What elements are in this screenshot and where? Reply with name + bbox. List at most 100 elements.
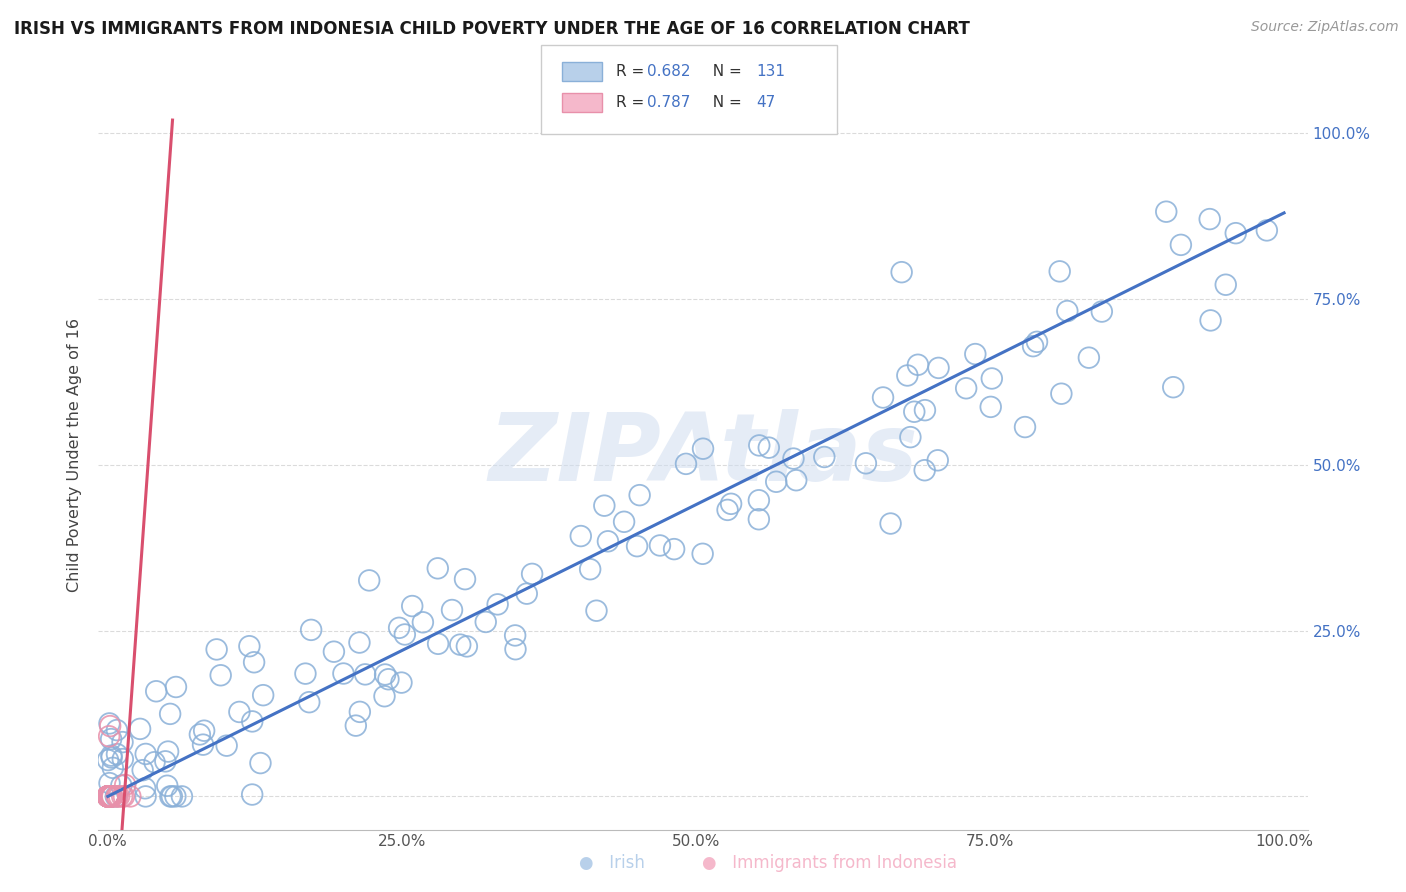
Point [391, 675, 413, 690]
Point [111, 789, 134, 804]
Point [97, 789, 120, 804]
Point [215, 739, 238, 753]
Point [907, 358, 929, 372]
Point [1225, 226, 1247, 240]
Point [97, 789, 120, 804]
Point [449, 638, 471, 652]
Point [1049, 264, 1071, 278]
Point [426, 561, 449, 575]
Point [505, 642, 527, 657]
Point [97, 789, 120, 804]
Point [1199, 313, 1222, 327]
Point [112, 789, 135, 804]
Point [98, 789, 121, 804]
Point [193, 723, 215, 738]
Point [97, 789, 120, 804]
Point [427, 637, 450, 651]
Point [896, 368, 918, 383]
Point [105, 789, 128, 804]
Point [1014, 420, 1036, 434]
Point [100, 789, 122, 804]
Point [879, 516, 901, 531]
Point [143, 756, 166, 770]
Text: 0.787: 0.787 [647, 95, 690, 110]
Point [354, 667, 377, 681]
Point [105, 747, 128, 761]
Point [662, 542, 685, 557]
Point [359, 574, 381, 588]
Point [412, 615, 434, 630]
Point [593, 499, 616, 513]
Point [692, 442, 714, 456]
Point [111, 752, 134, 766]
Point [240, 714, 263, 729]
Point [675, 457, 697, 471]
Point [97, 789, 120, 804]
Point [135, 789, 157, 804]
Point [101, 789, 124, 804]
Point [159, 789, 181, 804]
Point [440, 603, 463, 617]
Point [569, 529, 592, 543]
Point [243, 655, 266, 669]
Text: Source: ZipAtlas.com: Source: ZipAtlas.com [1251, 20, 1399, 34]
Point [388, 621, 411, 635]
Point [1056, 304, 1078, 318]
Point [626, 539, 648, 553]
Point [98, 719, 121, 733]
Point [486, 598, 509, 612]
Point [890, 265, 912, 279]
Point [100, 789, 122, 804]
Point [955, 381, 977, 395]
Text: IRISH VS IMMIGRANTS FROM INDONESIA CHILD POVERTY UNDER THE AGE OF 16 CORRELATION: IRISH VS IMMIGRANTS FROM INDONESIA CHILD… [14, 20, 970, 37]
Point [1215, 277, 1237, 292]
Point [648, 539, 671, 553]
Point [97, 789, 120, 804]
Point [191, 738, 214, 752]
Point [980, 371, 1002, 385]
Point [97, 789, 120, 804]
Point [1022, 339, 1045, 353]
Point [928, 360, 950, 375]
Point [516, 587, 538, 601]
Point [104, 789, 127, 804]
Point [240, 788, 263, 802]
Point [322, 645, 344, 659]
Point [98, 789, 121, 804]
Point [98, 789, 121, 804]
Point [100, 748, 122, 763]
Point [165, 789, 187, 804]
Point [101, 761, 124, 775]
Point [613, 515, 636, 529]
Point [98, 789, 121, 804]
Point [98, 789, 121, 804]
Point [110, 779, 132, 793]
Point [98, 789, 121, 804]
Point [97, 789, 120, 804]
Point [97, 789, 120, 804]
Point [97, 789, 120, 804]
Text: 131: 131 [756, 64, 786, 78]
Point [394, 627, 416, 641]
Point [97, 789, 120, 804]
Point [209, 668, 232, 682]
Point [114, 778, 136, 792]
Point [97, 789, 120, 804]
Point [456, 640, 478, 654]
Point [1026, 334, 1049, 349]
Point [1077, 351, 1099, 365]
Point [454, 572, 477, 586]
Point [98, 716, 121, 731]
Text: N =: N = [703, 64, 747, 78]
Point [238, 639, 260, 653]
Point [100, 789, 122, 804]
Point [374, 667, 396, 681]
Point [373, 690, 395, 704]
Point [100, 789, 122, 804]
Point [97, 789, 120, 804]
Text: ●   Immigrants from Indonesia: ● Immigrants from Indonesia [702, 855, 957, 872]
Point [377, 672, 399, 686]
Point [98, 729, 121, 743]
Point [716, 503, 738, 517]
Point [914, 463, 936, 477]
